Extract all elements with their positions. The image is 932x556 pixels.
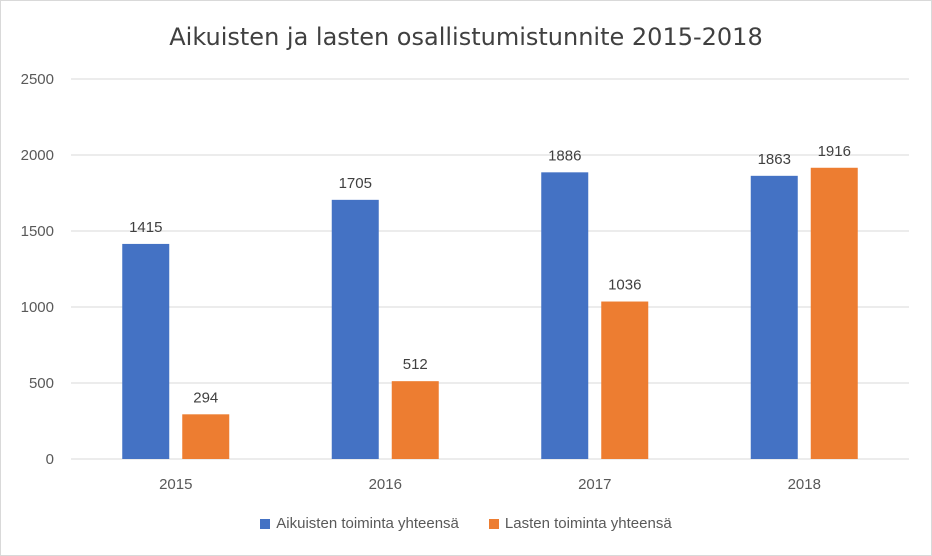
y-tick-label: 500: [29, 375, 54, 392]
data-label: 1036: [608, 277, 641, 294]
legend-label-adults: Aikuisten toiminta yhteensä: [276, 515, 459, 532]
bar-adults-2016: [331, 199, 379, 459]
data-label: 1415: [129, 219, 162, 236]
x-tick-label: 2015: [159, 476, 192, 493]
chart-title: Aikuisten ja lasten osallistumistunnite …: [169, 23, 763, 51]
data-label: 1863: [758, 151, 791, 168]
data-label: 1705: [339, 175, 372, 192]
x-tick-label: 2017: [578, 476, 611, 493]
bar-children-2018: [810, 167, 858, 459]
x-tick-label: 2016: [369, 476, 402, 493]
x-tick-label: 2018: [788, 476, 821, 493]
bar-children-2017: [601, 301, 649, 459]
y-axis-ticks: 0 500 1000 1500 2000 2500: [21, 71, 54, 468]
bar-adults-2018: [750, 175, 798, 459]
data-label: 1886: [548, 147, 581, 164]
bars: [122, 167, 858, 459]
legend-swatch-children: [488, 518, 499, 529]
legend-label-children: Lasten toiminta yhteensä: [504, 515, 672, 532]
data-labels: 1415 294 1705 512 1886 1036 1863 1916: [129, 143, 851, 407]
legend-item-children: Lasten toiminta yhteensä: [488, 515, 672, 532]
y-tick-label: 1500: [21, 223, 54, 240]
bar-children-2015: [182, 414, 230, 459]
data-label: 1916: [818, 143, 851, 160]
legend: Aikuisten toiminta yhteensä Lasten toimi…: [1, 515, 931, 532]
legend-item-adults: Aikuisten toiminta yhteensä: [260, 515, 459, 532]
x-axis-ticks: 2015 2016 2017 2018: [159, 476, 821, 493]
bar-adults-2015: [122, 243, 170, 459]
data-label: 512: [403, 356, 428, 373]
bar-children-2016: [391, 381, 439, 459]
data-label: 294: [193, 389, 218, 406]
bar-adults-2017: [541, 172, 589, 459]
y-tick-label: 1000: [21, 299, 54, 316]
y-tick-label: 0: [46, 451, 54, 468]
y-tick-label: 2000: [21, 147, 54, 164]
legend-swatch-adults: [260, 518, 271, 529]
y-tick-label: 2500: [21, 71, 54, 88]
